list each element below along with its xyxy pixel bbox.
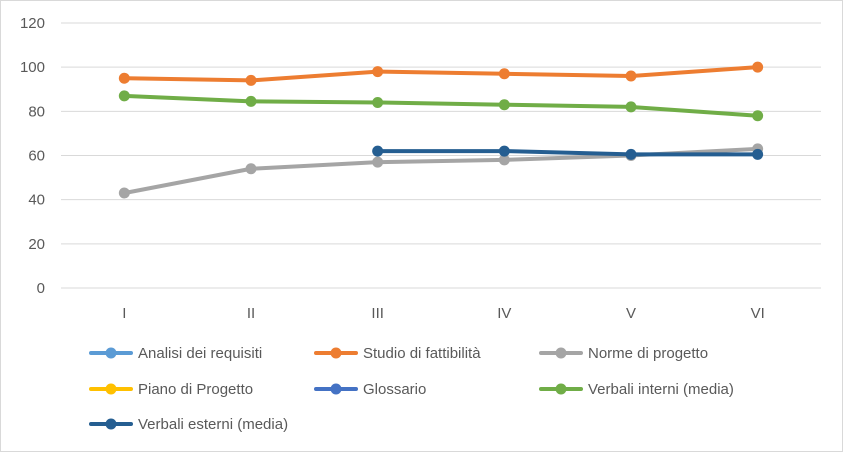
- y-tick-label: 20: [28, 236, 45, 253]
- series-line: [122, 93, 760, 118]
- legend-label: Verbali esterni (media): [138, 416, 288, 433]
- legend-label: Analisi dei requisiti: [138, 345, 262, 362]
- data-point: [372, 145, 384, 157]
- y-tick-label: 40: [28, 192, 45, 209]
- series-group: [118, 61, 764, 86]
- legend-swatch-marker: [105, 383, 117, 395]
- x-tick-label: II: [247, 305, 255, 322]
- x-tick-label: III: [371, 305, 384, 322]
- legend-item: Glossario: [314, 381, 426, 398]
- data-point: [498, 99, 510, 111]
- legend-item: Analisi dei requisiti: [89, 345, 262, 362]
- x-tick-label: V: [626, 305, 636, 322]
- legend-swatch-marker: [105, 418, 117, 430]
- data-point: [752, 148, 764, 160]
- legend-item: Studio di fattibilità: [314, 345, 481, 362]
- data-point: [625, 148, 637, 160]
- data-point: [625, 70, 637, 82]
- legend-label: Studio di fattibilità: [363, 345, 481, 362]
- legend: Analisi dei requisiti Studio di fattibili…: [89, 345, 734, 433]
- y-axis-tick-labels: 0 20 40 60 80 100 120: [20, 15, 45, 297]
- data-point: [245, 74, 257, 86]
- legend-label: Piano di Progetto: [138, 381, 253, 398]
- x-tick-label: IV: [497, 305, 511, 322]
- data-point: [752, 110, 764, 122]
- legend-label: Norme di progetto: [588, 345, 708, 362]
- data-point: [752, 61, 764, 73]
- legend-swatch-marker: [555, 347, 567, 359]
- data-point: [372, 66, 384, 78]
- y-tick-label: 100: [20, 59, 45, 76]
- legend-item: Piano di Progetto: [89, 381, 253, 398]
- series-lines: [118, 61, 764, 199]
- data-point: [372, 156, 384, 168]
- data-point: [118, 72, 130, 84]
- series-line: [122, 65, 760, 83]
- y-tick-label: 80: [28, 103, 45, 120]
- series-group: [118, 90, 764, 122]
- legend-swatch-marker: [105, 347, 117, 359]
- data-point: [372, 97, 384, 108]
- data-point: [498, 68, 510, 80]
- legend-swatch-marker: [555, 383, 567, 395]
- data-point: [625, 101, 637, 113]
- gridlines: [61, 22, 821, 289]
- y-tick-label: 120: [20, 15, 45, 32]
- y-tick-label: 0: [37, 280, 45, 297]
- x-tick-label: VI: [751, 305, 765, 322]
- legend-label: Verbali interni (media): [588, 381, 734, 398]
- data-point: [498, 145, 510, 157]
- data-point: [245, 163, 257, 175]
- legend-label: Glossario: [363, 381, 426, 398]
- x-axis-tick-labels: I II III IV V VI: [122, 305, 765, 322]
- legend-swatch-marker: [330, 347, 342, 359]
- legend-item: Verbali interni (media): [539, 381, 734, 398]
- series-group: [372, 145, 764, 160]
- data-point: [118, 187, 130, 199]
- legend-swatch-marker: [330, 383, 342, 395]
- y-tick-label: 60: [28, 148, 45, 165]
- x-tick-label: I: [122, 305, 126, 322]
- series-line: [375, 149, 760, 157]
- data-point: [498, 154, 510, 166]
- legend-item: Norme di progetto: [539, 345, 708, 362]
- data-point: [118, 90, 130, 102]
- data-point: [245, 95, 257, 107]
- legend-item: Verbali esterni (media): [89, 416, 288, 433]
